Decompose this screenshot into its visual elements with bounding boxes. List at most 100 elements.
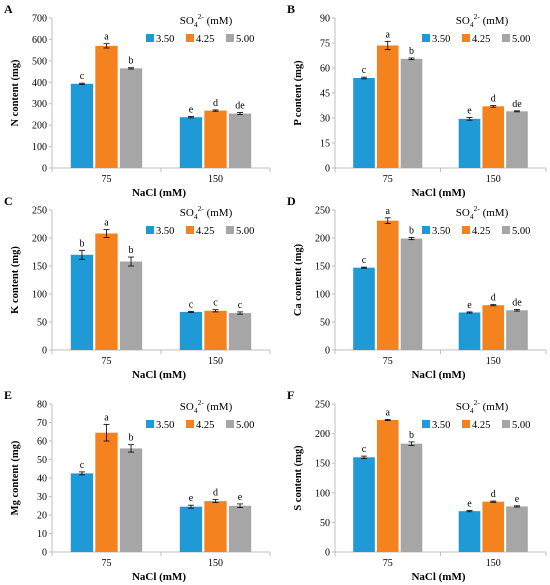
bar [506, 310, 528, 350]
bar [119, 261, 143, 350]
y-tick-label: 0 [42, 346, 47, 357]
significance-letter: c [362, 65, 367, 76]
bar [458, 511, 481, 552]
bar [228, 313, 252, 350]
legend-swatch [186, 420, 194, 428]
bar [400, 238, 423, 350]
legend: SO42- (mM) 3.50 4.25 5.00 [146, 398, 254, 431]
significance-letter: de [512, 297, 522, 308]
significance-letter: a [104, 218, 109, 229]
significance-letter: a [386, 407, 391, 418]
bar [353, 78, 375, 168]
y-tick-label: 150 [315, 262, 330, 273]
legend-label: 4.25 [472, 420, 490, 431]
legend-label: 3.50 [432, 226, 450, 237]
bar [95, 45, 118, 168]
panel-letter: F [287, 388, 294, 402]
y-tick-label: 30 [37, 492, 47, 503]
x-tick-label: 75 [383, 558, 393, 569]
significance-letter: e [238, 492, 243, 503]
x-axis-label: NaCl (mM) [132, 369, 186, 381]
significance-letter: b [409, 225, 414, 236]
y-tick-label: 0 [325, 346, 330, 357]
panel-a: A 0 100 200 300 400 500 600 700 N content (mg) 75 c… [4, 2, 271, 199]
y-tick-label: 45 [320, 89, 330, 100]
bar [353, 267, 375, 350]
legend-swatch [226, 420, 234, 428]
y-tick-label: 100 [32, 290, 47, 301]
y-tick-label: 150 [32, 262, 47, 273]
y-tick-label: 30 [320, 114, 330, 125]
y-tick-label: 200 [32, 234, 47, 245]
y-axis-label: Mg content (mg) [10, 440, 21, 515]
bar [376, 220, 399, 350]
legend-label: 3.50 [156, 34, 174, 45]
y-tick-label: 50 [37, 455, 47, 466]
significance-letter: d [491, 94, 496, 105]
bar [482, 501, 505, 552]
legend: SO42- (mM) 3.50 4.25 5.00 [146, 12, 254, 45]
y-tick-label: 90 [320, 14, 330, 25]
legend-swatch [146, 226, 154, 234]
legend-title: SO42- (mM) [456, 204, 509, 221]
legend: SO42- (mM) 3.50 4.25 5.00 [146, 204, 254, 237]
panel-b: B 0 15 30 45 60 75 90 P content (mg) 75 c a b 150 e d de… [287, 2, 547, 199]
bar [179, 506, 203, 552]
legend: SO42- (mM) 3.50 4.25 5.00 [422, 398, 530, 431]
significance-letter: c [238, 300, 243, 311]
legend-swatch [502, 420, 510, 428]
y-tick-label: 10 [37, 529, 47, 540]
y-axis-label: S content (mg) [293, 445, 304, 511]
y-axis-label: Ca content (mg) [293, 243, 304, 316]
legend-title: SO42- (mM) [456, 398, 509, 415]
y-axis-label: P content (mg) [293, 60, 304, 126]
y-tick-label: 700 [32, 14, 47, 25]
bar [506, 506, 528, 552]
legend-label: 5.00 [236, 34, 254, 45]
bar [458, 118, 481, 168]
significance-letter: e [467, 106, 472, 117]
y-tick-label: 70 [37, 418, 47, 429]
significance-letter: d [213, 98, 218, 109]
bar [482, 305, 505, 350]
legend-title: SO42- (mM) [180, 204, 233, 221]
bar [400, 443, 423, 552]
x-tick-label: 150 [486, 174, 501, 185]
legend-title: SO42- (mM) [456, 12, 509, 29]
legend-label: 4.25 [472, 34, 490, 45]
legend-label: 5.00 [512, 420, 530, 431]
significance-letter: b [129, 245, 134, 256]
legend-swatch [146, 34, 154, 42]
legend: SO42- (mM) 3.50 4.25 5.00 [422, 204, 530, 237]
x-tick-label: 150 [208, 558, 223, 569]
legend-swatch [226, 34, 234, 42]
y-axis-label: K content (mg) [10, 246, 21, 314]
bar [376, 419, 399, 552]
panel-c: C 0 50 100 150 200 250 K content (mg) 75 b a b 150 c c… [4, 194, 271, 381]
panel-f: F 0 50 100 150 200 250 S content (mg) 75 c a b 150 e d… [287, 388, 547, 583]
x-axis-label: NaCl (mM) [132, 187, 186, 199]
legend-label: 4.25 [196, 420, 214, 431]
significance-letter: b [409, 46, 414, 57]
bar [376, 45, 399, 168]
x-axis-label: NaCl (mM) [411, 187, 465, 199]
y-tick-label: 15 [320, 139, 330, 150]
legend-swatch [186, 226, 194, 234]
legend-label: 5.00 [236, 226, 254, 237]
legend-label: 5.00 [512, 226, 530, 237]
y-tick-label: 200 [315, 234, 330, 245]
legend-label: 4.25 [472, 226, 490, 237]
significance-letter: d [213, 488, 218, 499]
significance-letter: d [491, 489, 496, 500]
significance-letter: c [189, 299, 194, 310]
legend-label: 3.50 [156, 226, 174, 237]
y-tick-label: 20 [37, 511, 47, 522]
y-tick-label: 50 [320, 518, 330, 529]
significance-letter: b [79, 238, 84, 249]
bar [70, 83, 94, 168]
y-tick-label: 60 [320, 64, 330, 75]
y-tick-label: 250 [315, 400, 330, 411]
significance-letter: e [515, 494, 520, 505]
y-tick-label: 100 [32, 142, 47, 153]
y-tick-label: 200 [32, 121, 47, 132]
